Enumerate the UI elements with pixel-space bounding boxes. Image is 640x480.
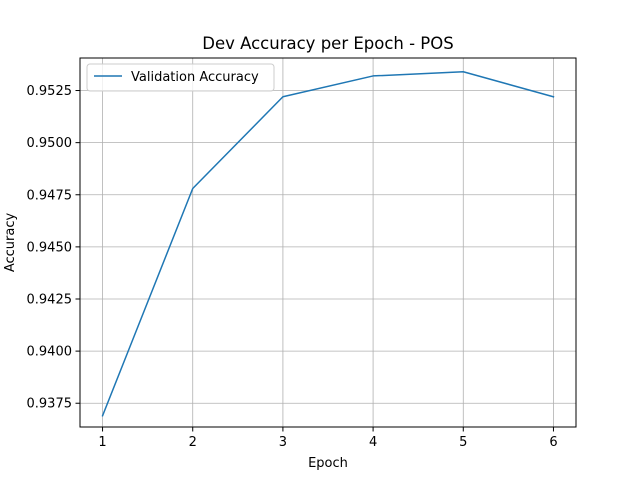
x-tick-label: 6 [549, 435, 557, 450]
plot-area-frame [79, 57, 577, 428]
x-tick-label: 2 [189, 435, 197, 450]
x-tick-label: 3 [279, 435, 287, 450]
series-line-validation-accuracy [101, 71, 555, 417]
plot-area-background [80, 58, 576, 427]
series-lines [101, 71, 555, 417]
y-tick-label: 0.9475 [27, 188, 73, 203]
x-tick-label: 4 [369, 435, 377, 450]
legend-label-validation-accuracy: Validation Accuracy [131, 70, 259, 85]
y-tick-label: 0.9450 [27, 240, 73, 255]
y-axis-label: Accuracy [3, 213, 18, 273]
grid-lines [80, 58, 576, 427]
chart-title: Dev Accuracy per Epoch - POS [202, 34, 453, 53]
y-tick-label: 0.9425 [27, 292, 73, 307]
x-tick-label: 1 [98, 435, 106, 450]
legend: Validation Accuracy [86, 63, 275, 92]
x-axis-label: Epoch [308, 456, 348, 471]
y-tick-label: 0.9525 [27, 84, 73, 99]
legend-box [86, 63, 275, 92]
axis-ticks: 1 2 3 4 5 6 0.9375 0.9400 0.9425 0.9450 0.9475 0.95… [27, 84, 558, 450]
y-tick-label: 0.9375 [27, 397, 73, 412]
x-tick-label: 5 [459, 435, 467, 450]
y-tick-label: 0.9500 [27, 136, 73, 151]
y-tick-label: 0.9400 [27, 345, 73, 360]
